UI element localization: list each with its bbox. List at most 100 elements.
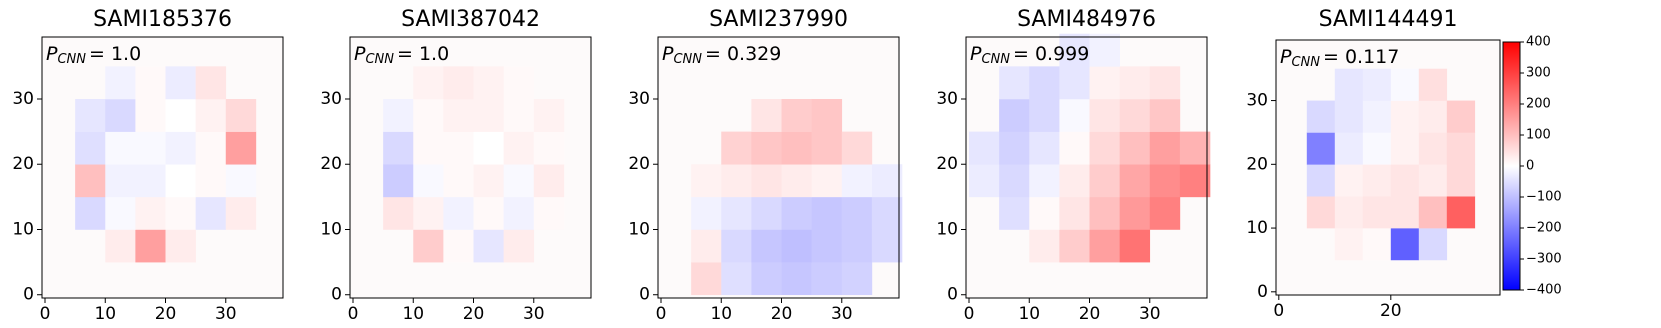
heatmap-cell — [1446, 196, 1476, 229]
annotation-symbol: P — [970, 43, 982, 65]
heatmap-cell — [751, 196, 782, 230]
colorbar-tick-label: −300 — [1526, 252, 1562, 267]
x-tick-label: 20 — [1079, 304, 1101, 324]
heatmap-cell — [1119, 164, 1151, 198]
heatmap-cell — [135, 98, 166, 132]
annotation: PCNN = 0.329 — [662, 43, 781, 67]
heatmap-cell — [1418, 196, 1448, 229]
heatmap-cell — [1089, 229, 1120, 263]
heatmap-cell — [533, 164, 565, 198]
heatmap-cell — [443, 196, 474, 230]
y-tick-label: 0 — [1257, 282, 1268, 302]
heatmap-cell — [503, 196, 535, 230]
heatmap-cell — [1029, 229, 1060, 263]
heatmap-cell — [1119, 229, 1151, 263]
heatmap-cell — [165, 66, 196, 100]
heatmap-cell — [503, 229, 535, 263]
x-tick-label: 20 — [771, 304, 793, 324]
colorbar-tick-label: 300 — [1526, 66, 1551, 81]
annotation-symbol: P — [662, 43, 674, 65]
axes-frame — [349, 36, 592, 299]
annotation-symbol: P — [354, 43, 366, 65]
y-tick-label: 20 — [628, 154, 650, 174]
x-tick-label: 0 — [656, 304, 667, 324]
heatmap-cell — [1390, 228, 1420, 261]
heatmap-cell — [473, 98, 504, 132]
heatmap-cell — [413, 131, 444, 165]
heatmap-cell — [969, 131, 1000, 165]
heatmap-cell — [1334, 228, 1364, 261]
heatmap-cell — [225, 131, 257, 165]
heatmap-cell — [165, 98, 196, 132]
heatmap-cell — [1418, 68, 1448, 101]
annotation-symbol: P — [1280, 46, 1292, 68]
heatmap-cell — [75, 131, 106, 165]
heatmap-cell — [165, 164, 196, 198]
heatmap-cell — [999, 66, 1030, 100]
annotation-value: = 1.0 — [89, 43, 141, 65]
heatmap-cell — [1119, 131, 1151, 165]
heatmap-cell — [195, 66, 227, 100]
colorbar-tick-label: 200 — [1526, 97, 1551, 112]
heatmap-cell — [1149, 196, 1181, 230]
heatmap-cell — [999, 164, 1030, 198]
heatmap-cell — [781, 262, 812, 296]
heatmap-cell — [1179, 131, 1211, 165]
annotation-subscript: CNN — [1291, 55, 1320, 70]
heatmap-cell — [721, 164, 752, 198]
heatmap-cell — [721, 196, 752, 230]
colorbar-tick-label: −100 — [1526, 190, 1562, 205]
heatmap-cell — [1089, 131, 1120, 165]
heatmap-cell — [1089, 196, 1120, 230]
heatmap-cell — [443, 98, 474, 132]
heatmap-cell — [443, 66, 474, 100]
heatmap-cell — [473, 164, 504, 198]
heatmap-cell — [383, 98, 414, 132]
heatmap-cell — [443, 131, 474, 165]
colorbar-tick-label: 0 — [1526, 159, 1534, 174]
heatmap-cell — [969, 164, 1000, 198]
colorbar-tick-label: −400 — [1526, 283, 1562, 298]
annotation-subscript: CNN — [981, 52, 1010, 67]
heatmap-cell — [105, 164, 136, 198]
heatmap-cell — [1334, 132, 1364, 165]
heatmap-cell — [1059, 164, 1090, 198]
x-tick-label: 10 — [1018, 304, 1040, 324]
y-tick-label: 20 — [936, 154, 958, 174]
heatmap-cell — [105, 229, 136, 263]
y-tick-label: 30 — [320, 89, 342, 109]
heatmap-cell — [691, 262, 722, 296]
heatmap-cell — [1446, 100, 1476, 133]
heatmap-cell — [503, 98, 535, 132]
heatmap-cell — [751, 262, 782, 296]
heatmap-cell — [781, 164, 812, 198]
colorbar-tick-label: 100 — [1526, 128, 1551, 143]
panel-title: SAMI144491 — [1319, 7, 1458, 32]
heatmap-cell — [1334, 164, 1364, 197]
heatmap-cell — [413, 98, 444, 132]
heatmap-cell — [473, 196, 504, 230]
y-tick-label: 30 — [1246, 91, 1268, 111]
heatmap-cell — [721, 229, 752, 263]
heatmap-cell — [721, 262, 752, 296]
heatmap-cell — [1446, 164, 1476, 197]
axes-frame — [1275, 39, 1501, 296]
heatmap-cell — [1306, 196, 1336, 229]
x-tick-label: 10 — [402, 304, 424, 324]
heatmap-cell — [811, 164, 843, 198]
heatmap-cell — [165, 229, 196, 263]
y-tick-label: 0 — [331, 285, 342, 305]
y-tick-label: 0 — [639, 285, 650, 305]
heatmap-cell — [1418, 132, 1448, 165]
heatmap-cell — [225, 98, 257, 132]
heatmap-cell — [751, 98, 782, 132]
heatmap-cell — [1334, 196, 1364, 229]
x-tick-label: 20 — [155, 304, 177, 324]
heatmap-cell — [383, 196, 414, 230]
heatmap-cell — [691, 229, 722, 263]
heatmap-cell — [1390, 100, 1420, 133]
heatmap-cell — [1059, 33, 1090, 67]
heatmap-cell — [871, 196, 903, 230]
heatmap-cell — [225, 196, 257, 230]
annotation-value: = 0.999 — [1013, 43, 1089, 65]
